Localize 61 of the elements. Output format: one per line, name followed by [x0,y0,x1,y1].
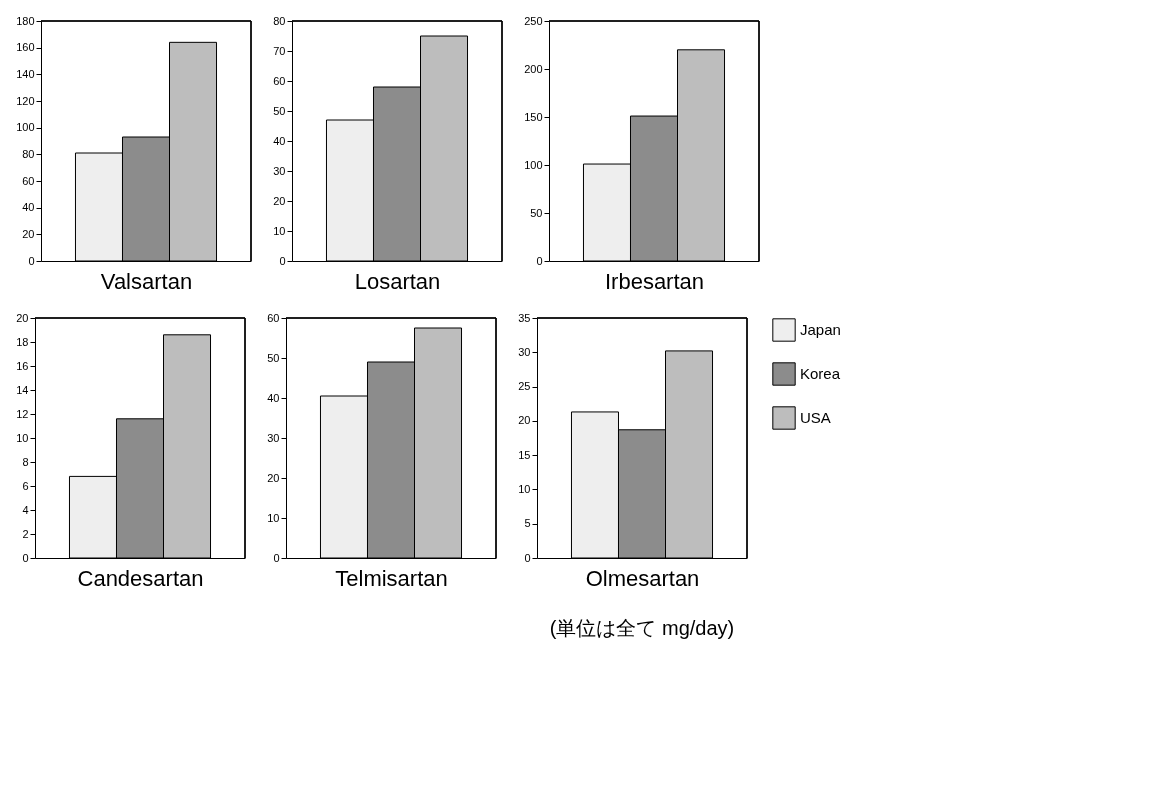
x-axis-title: Telmisartan [335,565,448,591]
y-tick-label: 120 [16,94,35,107]
x-axis-title: Candesartan [77,565,204,591]
y-tick-label: 40 [22,201,35,214]
y-tick-label: 20 [273,194,286,207]
y-tick-label: 50 [273,104,286,117]
y-tick-label: 180 [16,14,35,27]
x-axis-title: Losartan [354,268,441,294]
y-tick-label: 0 [279,254,286,267]
y-tick-label: 0 [273,551,280,564]
y-tick-label: 60 [267,311,280,324]
text: (単位は全て mg/day) [549,617,735,639]
y-tick-label: 10 [518,482,531,495]
y-tick-label: 0 [22,551,29,564]
y-tick-label: 80 [273,14,286,27]
y-tick-label: 150 [524,110,543,123]
y-tick-label: 140 [16,67,35,80]
y-tick-label: 50 [267,351,280,364]
y-tick-label: 6 [22,479,29,492]
y-tick-label: 16 [16,359,29,372]
y-tick-label: 60 [273,74,286,87]
y-tick-label: 100 [16,121,35,134]
y-tick-label: 5 [524,517,531,530]
y-tick-label: 10 [16,431,29,444]
x-axis-title: Irbesartan [604,268,705,294]
y-tick-label: 25 [518,380,531,393]
y-tick-label: 200 [524,62,543,75]
y-tick-label: 20 [518,414,531,427]
y-tick-label: 100 [524,158,543,171]
legend-label: Japan [800,321,841,338]
y-tick-label: 50 [530,206,543,219]
y-tick-label: 8 [22,455,29,468]
y-tick-label: 160 [16,41,35,54]
y-tick-label: 35 [518,311,531,324]
y-tick-label: 80 [22,147,35,160]
y-tick-label: 70 [273,44,286,57]
y-tick-label: 250 [524,14,543,27]
y-tick-label: 15 [518,448,531,461]
y-tick-label: 30 [518,345,531,358]
y-tick-label: 0 [28,254,35,267]
y-tick-label: 30 [273,164,286,177]
y-tick-label: 40 [267,391,280,404]
y-tick-label: 14 [16,383,29,396]
y-tick-label: 0 [524,551,531,564]
y-tick-label: 18 [16,335,29,348]
y-tick-label: 10 [273,224,286,237]
y-tick-label: 60 [22,174,35,187]
y-tick-label: 12 [16,407,29,420]
y-tick-label: 20 [16,311,29,324]
y-tick-label: 20 [267,471,280,484]
y-tick-label: 4 [22,503,29,516]
legend-label: Korea [800,365,841,382]
y-tick-label: 40 [273,134,286,147]
y-tick-label: 30 [267,431,280,444]
y-tick-label: 2 [22,527,29,540]
x-axis-title: Olmesartan [585,565,700,591]
legend-label: USA [800,409,831,426]
y-tick-label: 20 [22,227,35,240]
y-tick-label: 10 [267,511,280,524]
x-axis-title: Valsartan [100,268,193,294]
y-tick-label: 0 [536,254,543,267]
